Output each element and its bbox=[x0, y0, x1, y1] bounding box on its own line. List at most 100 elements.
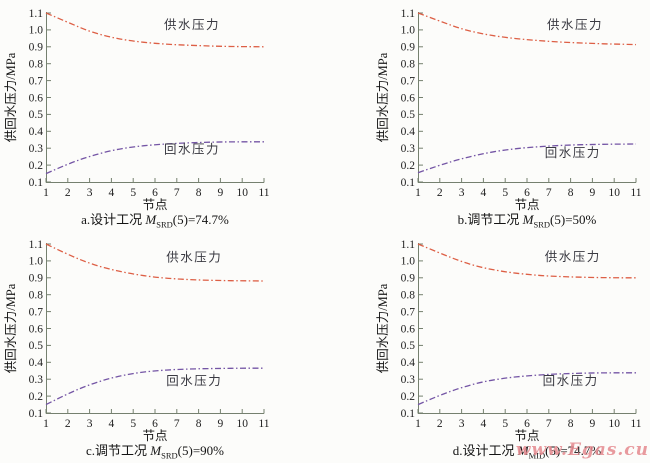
y-tick-label: 0.1 bbox=[29, 408, 44, 420]
x-tick-label: 7 bbox=[174, 187, 180, 199]
y-tick-label: 0.6 bbox=[401, 92, 416, 104]
y-tick-label: 0.9 bbox=[401, 42, 416, 54]
y-tick-label: 0.7 bbox=[401, 75, 416, 87]
return-pressure-curve bbox=[45, 367, 264, 406]
caption-text: (5)=90% bbox=[177, 443, 224, 458]
y-tick-label: 0.5 bbox=[29, 340, 44, 352]
y-tick-label: 0.1 bbox=[401, 177, 416, 189]
caption-text: (5)=50% bbox=[550, 212, 597, 227]
y-tick-label: 0.2 bbox=[401, 391, 416, 403]
axes bbox=[418, 12, 636, 183]
caption-variable: M bbox=[517, 443, 529, 458]
caption-text: (5)=74.7% bbox=[545, 443, 602, 458]
chart-plot-a: 0.1 0.2 0.3 0.4 0.5 0.6 0.7 0.8 0.9 1.0 1.1 1 2 3 4 5 6 7… bbox=[4, 8, 270, 211]
x-axis-title: 节点 bbox=[142, 429, 167, 442]
caption-variable: M bbox=[150, 443, 162, 458]
y-axis-title: 供回水压力/MPa bbox=[4, 52, 18, 142]
x-tick-label: 6 bbox=[152, 187, 158, 199]
return-pressure-label: 回水压力 bbox=[164, 143, 220, 157]
y-tick-label: 0.2 bbox=[29, 391, 44, 403]
y-axis-title: 供回水压力/MPa bbox=[4, 283, 18, 373]
supply-pressure-label: 供水压力 bbox=[547, 18, 603, 32]
y-tick-label: 0.9 bbox=[401, 273, 416, 285]
y-tick-label: 0.3 bbox=[401, 374, 416, 386]
x-tick-label: 1 bbox=[43, 187, 49, 199]
x-tick-label: 8 bbox=[568, 187, 574, 199]
x-tick-label: 10 bbox=[608, 187, 620, 199]
x-tick-label: 9 bbox=[218, 187, 224, 199]
x-tick-label: 10 bbox=[236, 418, 248, 430]
x-tick-label: 3 bbox=[459, 418, 465, 430]
x-axis-title: 节点 bbox=[142, 198, 167, 211]
y-tick-label: 1.1 bbox=[29, 239, 44, 251]
x-tick-label: 5 bbox=[130, 187, 136, 199]
return-pressure-curve bbox=[417, 372, 636, 406]
chart-panel-a: 0.1 0.2 0.3 0.4 0.5 0.6 0.7 0.8 0.9 1.0 1.1 1 2 3 4 5 6 7… bbox=[0, 0, 325, 231]
axes bbox=[418, 243, 636, 414]
supply-pressure-curve bbox=[45, 243, 265, 282]
y-tick-label: 1.0 bbox=[29, 256, 44, 268]
x-tick-label: 7 bbox=[174, 418, 180, 430]
x-tick-label: 9 bbox=[590, 418, 596, 430]
x-tick-label: 5 bbox=[502, 418, 508, 430]
x-tick-label: 2 bbox=[437, 418, 443, 430]
x-tick-label: 3 bbox=[87, 418, 93, 430]
x-tick-label: 11 bbox=[258, 418, 269, 430]
caption-subscript: SRD bbox=[156, 219, 173, 230]
x-tick-label: 2 bbox=[65, 418, 71, 430]
y-tick-label: 1.1 bbox=[401, 8, 416, 20]
x-tick-label: 1 bbox=[43, 418, 49, 430]
x-axis-title: 节点 bbox=[514, 429, 539, 442]
x-tick-label: 8 bbox=[196, 187, 202, 199]
x-axis-title: 节点 bbox=[514, 198, 539, 211]
y-tick-label: 0.4 bbox=[29, 126, 44, 138]
x-tick-label: 4 bbox=[109, 187, 115, 199]
y-tick-label: 0.4 bbox=[29, 357, 44, 369]
y-tick-label: 0.4 bbox=[401, 357, 416, 369]
chart-panel-b: 0.1 0.2 0.3 0.4 0.5 0.6 0.7 0.8 0.9 1.0 1.1 1 2 3 4 5 6 7… bbox=[325, 0, 650, 231]
y-tick-label: 0.7 bbox=[29, 306, 44, 318]
caption-text: a.设计工况 bbox=[81, 212, 146, 227]
return-pressure-label: 回水压力 bbox=[543, 374, 599, 388]
caption-text: (5)=74.7% bbox=[172, 212, 229, 227]
supply-pressure-curve bbox=[417, 12, 637, 46]
x-tick-label: 9 bbox=[218, 418, 224, 430]
return-pressure-label: 回水压力 bbox=[545, 146, 601, 160]
x-tick-label: 2 bbox=[65, 187, 71, 199]
y-tick-label: 0.9 bbox=[29, 42, 44, 54]
supply-pressure-label: 供水压力 bbox=[545, 250, 601, 264]
x-tick-label: 8 bbox=[196, 418, 202, 430]
y-tick-label: 1.0 bbox=[29, 25, 44, 37]
y-tick-label: 0.3 bbox=[29, 143, 44, 155]
return-pressure-curve bbox=[417, 143, 637, 174]
supply-pressure-curve bbox=[417, 243, 636, 279]
x-tick-label: 4 bbox=[481, 418, 487, 430]
caption-subscript: MID bbox=[528, 450, 546, 461]
x-tick-label: 1 bbox=[415, 418, 421, 430]
y-tick-label: 0.5 bbox=[401, 109, 416, 121]
chart-panel-c: 0.1 0.2 0.3 0.4 0.5 0.6 0.7 0.8 0.9 1.0 1.1 1 2 3 4 5 6 7… bbox=[0, 231, 325, 463]
y-axis-title: 供回水压力/MPa bbox=[376, 52, 390, 142]
caption-text: c.调节工况 bbox=[86, 443, 151, 458]
x-tick-label: 10 bbox=[236, 187, 248, 199]
y-tick-label: 0.7 bbox=[401, 306, 416, 318]
x-tick-label: 3 bbox=[87, 187, 93, 199]
y-tick-label: 0.5 bbox=[401, 340, 416, 352]
chart-caption-a: a.设计工况 MSRD(5)=74.7% bbox=[46, 211, 264, 234]
return-pressure-label: 回水压力 bbox=[166, 374, 222, 388]
x-tick-label: 7 bbox=[546, 418, 552, 430]
y-tick-label: 0.2 bbox=[401, 160, 416, 172]
y-tick-label: 0.6 bbox=[401, 323, 416, 335]
chart-caption-b: b.调节工况 MSRD(5)=50% bbox=[418, 211, 636, 234]
x-tick-label: 6 bbox=[524, 418, 530, 430]
return-pressure-curve bbox=[45, 141, 264, 175]
chart-plot-d: 0.1 0.2 0.3 0.4 0.5 0.6 0.7 0.8 0.9 1.0 1.1 1 2 3 4 5 6 7… bbox=[376, 239, 642, 442]
x-tick-label: 4 bbox=[109, 418, 115, 430]
x-tick-label: 6 bbox=[524, 187, 530, 199]
y-tick-label: 0.6 bbox=[29, 323, 44, 335]
watermark: www.Egas.cu bbox=[515, 440, 649, 460]
x-tick-label: 11 bbox=[630, 418, 641, 430]
y-tick-label: 0.9 bbox=[29, 273, 44, 285]
x-tick-label: 9 bbox=[590, 187, 596, 199]
y-tick-label: 0.1 bbox=[29, 177, 44, 189]
